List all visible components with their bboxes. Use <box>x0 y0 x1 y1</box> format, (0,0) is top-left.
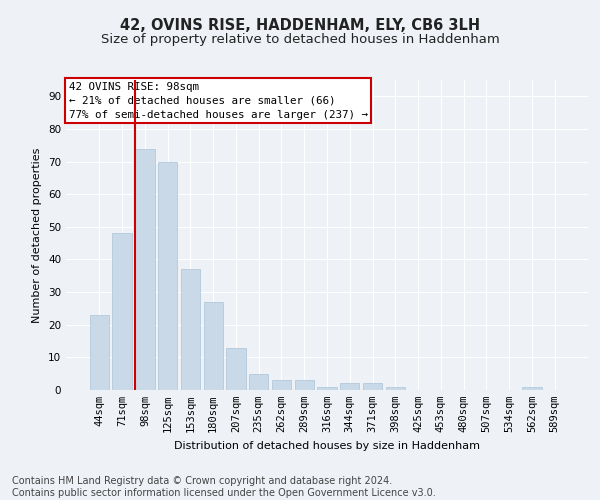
Bar <box>158 162 178 390</box>
Bar <box>363 384 382 390</box>
Bar <box>340 384 359 390</box>
Text: 42 OVINS RISE: 98sqm
← 21% of detached houses are smaller (66)
77% of semi-detac: 42 OVINS RISE: 98sqm ← 21% of detached h… <box>68 82 368 120</box>
Text: Size of property relative to detached houses in Haddenham: Size of property relative to detached ho… <box>101 32 499 46</box>
Bar <box>181 270 200 390</box>
Text: 42, OVINS RISE, HADDENHAM, ELY, CB6 3LH: 42, OVINS RISE, HADDENHAM, ELY, CB6 3LH <box>120 18 480 32</box>
Bar <box>522 386 542 390</box>
Bar <box>112 234 132 390</box>
Bar <box>135 148 155 390</box>
Bar <box>272 380 291 390</box>
Bar <box>295 380 314 390</box>
Bar <box>386 386 405 390</box>
Text: Contains HM Land Registry data © Crown copyright and database right 2024.
Contai: Contains HM Land Registry data © Crown c… <box>12 476 436 498</box>
Bar <box>249 374 268 390</box>
Y-axis label: Number of detached properties: Number of detached properties <box>32 148 43 322</box>
Bar <box>203 302 223 390</box>
X-axis label: Distribution of detached houses by size in Haddenham: Distribution of detached houses by size … <box>174 440 480 450</box>
Bar <box>90 315 109 390</box>
Bar <box>226 348 245 390</box>
Bar <box>317 386 337 390</box>
